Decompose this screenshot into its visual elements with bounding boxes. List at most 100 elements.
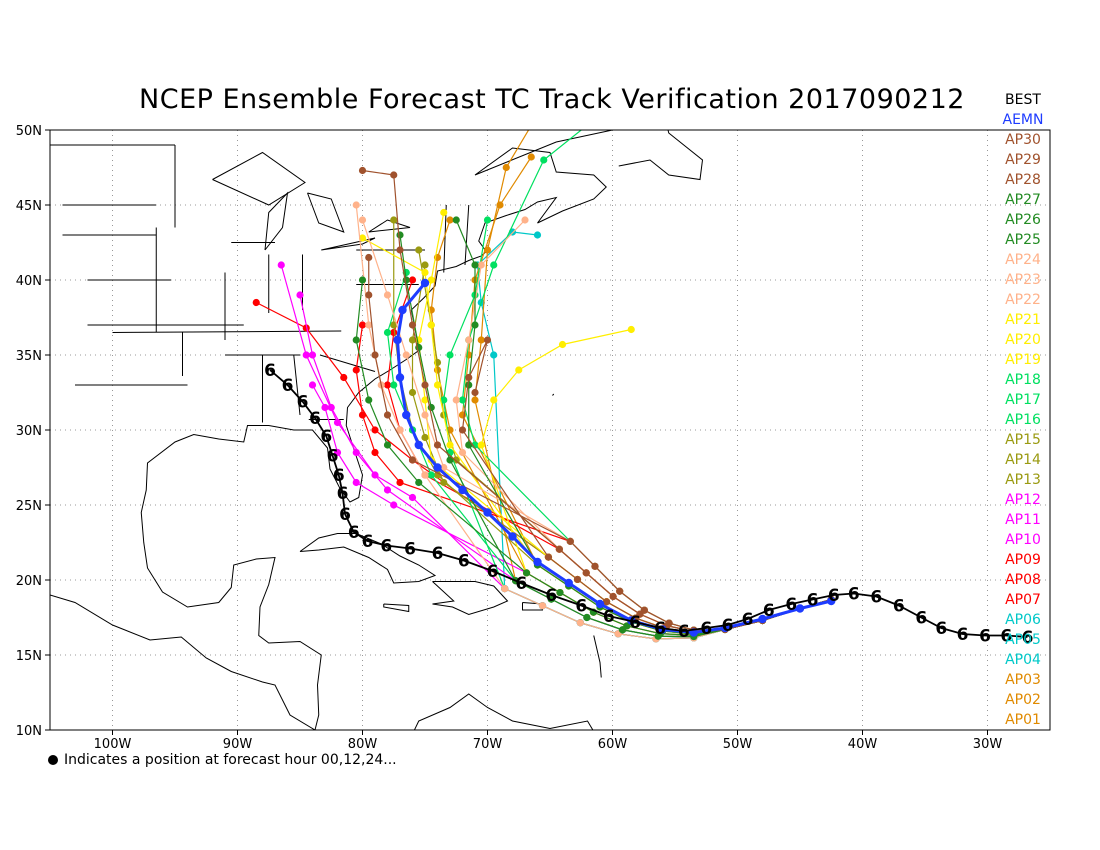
track-position-dot [333,448,342,457]
track-line [474,130,832,638]
track-position-dot [390,321,398,329]
aemn-position-dot [595,599,605,609]
member-track [390,216,835,638]
track-position-dot [390,171,398,179]
aemn-position-dot [433,463,442,472]
hurricane-icon: 6 [458,552,470,572]
coastline [293,354,301,416]
coastline [618,130,704,181]
track-position-dot [308,381,317,389]
track-position-dot [365,396,373,404]
hurricane-icon: 6 [327,447,339,467]
track-position-dot [358,411,367,419]
legend-item: AP10 [1005,532,1041,548]
best-track-line [269,369,1028,638]
track-position-dot [415,478,423,487]
track-position-dot [471,261,479,269]
track-line [455,219,832,632]
track-position-dot [544,553,553,561]
aemn-position-dot [827,596,836,606]
track-position-dot [440,463,448,472]
aemn-position-dot [508,532,517,541]
track-position-dot [408,493,417,502]
track-position-dot [302,324,310,332]
track-position-dot [427,471,435,479]
coastline [212,151,306,206]
track-position-dot [477,441,485,449]
member-track [352,276,835,639]
legend: BEST AEMN AP30 AP29 AP28 AP27 AP26 AP25 AP24 AP23… [985,90,1061,730]
hurricane-icon: 6 [320,427,332,447]
track-position-dot [522,569,531,577]
hurricane-icon: 6 [828,586,840,606]
track-line [311,384,832,636]
hurricane-icon: 6 [297,393,309,413]
lat-tick-label: 45N [16,199,42,214]
track-position-dot [427,276,435,284]
track-position-dot [308,351,317,359]
track-position-dot [352,366,360,374]
hurricane-icon: 6 [545,586,557,606]
track-position-dot [547,595,555,603]
member-track [415,246,835,635]
track-position-dot [515,366,523,374]
track-position-dot [477,261,485,269]
lon-tick-label: 90W [223,737,253,752]
hurricane-icon: 6 [678,622,690,642]
lon-tick-label: 40W [848,737,878,752]
hurricane-icon: 6 [515,574,527,594]
track-position-dot [465,336,473,344]
lat-tick-label: 40N [16,274,42,289]
track-position-dot [383,291,392,299]
track-position-dot [333,418,342,427]
aemn-position-dot [414,440,423,450]
hurricane-icon: 6 [432,544,444,564]
hurricane-icon: 6 [870,588,882,608]
track-position-dot [396,478,404,487]
track-position-dot [321,403,329,412]
forecast-tracks [252,111,836,643]
hurricane-icon: 6 [722,616,734,636]
track-position-dot [490,396,498,404]
hurricane-icon: 6 [935,619,947,639]
track-position-dot [421,268,429,277]
track-position-dot [452,216,460,224]
legend-item: AP18 [1005,372,1041,388]
track-position-dot [540,156,548,164]
legend-item: AP20 [1005,332,1041,348]
track-position-dot [490,261,498,269]
legend-item: AP26 [1005,212,1041,228]
track-position-dot [616,587,624,595]
hurricane-icon: 6 [333,466,345,486]
track-position-dot [483,216,492,224]
hurricane-icon: 6 [348,523,360,543]
aemn-line [395,282,832,635]
legend-item: AP12 [1005,492,1041,508]
track-position-dot [596,111,603,118]
legend-item: AP21 [1005,312,1041,328]
footnote-text: Indicates a position at forecast hour 00… [64,752,397,768]
track-position-dot [446,456,454,464]
member-track [396,231,835,641]
track-position-dot [383,328,392,337]
coastline [264,191,289,251]
track-position-dot [365,253,373,262]
member-track [452,216,835,635]
track-position-dot [358,234,367,242]
track-position-dot [302,351,310,359]
legend-item: AP05 [1005,632,1041,648]
track-position-dot [396,231,404,239]
track-position-dot [576,619,584,627]
coastline [593,635,602,678]
track-position-dot [440,208,448,217]
track-position-dot [502,163,510,172]
track-position-dot [465,373,473,382]
lat-tick-label: 35N [16,349,42,364]
hurricane-icon: 6 [380,537,392,557]
track-position-dot [533,231,542,239]
track-position-dot [390,381,398,389]
lon-tick-label: 70W [473,737,503,752]
track-position-dot [371,351,379,359]
legend-item: AP24 [1005,252,1041,268]
